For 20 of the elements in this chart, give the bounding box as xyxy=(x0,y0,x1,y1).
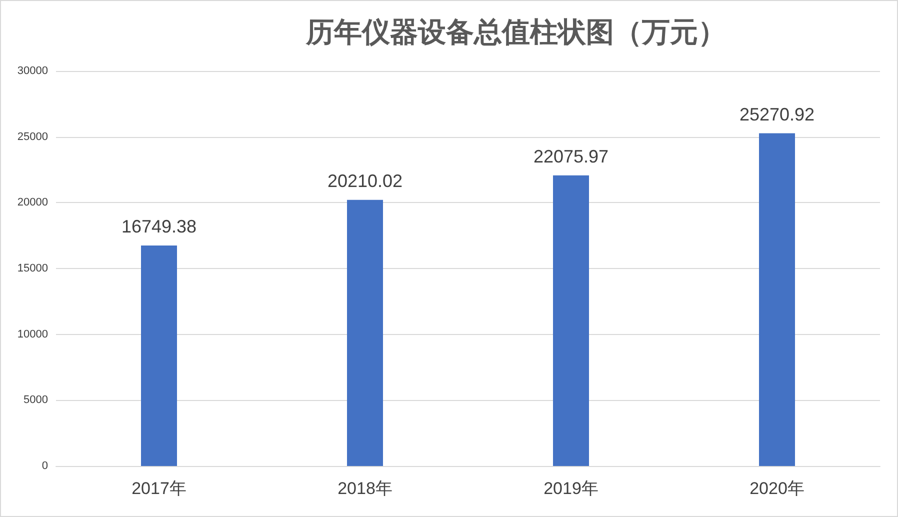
y-tick-label: 5000 xyxy=(24,394,48,406)
bar xyxy=(759,133,795,466)
y-tick-label: 30000 xyxy=(17,65,48,77)
data-label: 20210.02 xyxy=(327,170,403,191)
data-label: 22075.97 xyxy=(533,146,609,166)
data-label: 16749.38 xyxy=(121,216,197,236)
bar xyxy=(141,245,177,466)
y-tick-label: 25000 xyxy=(17,130,48,143)
y-tick-label: 15000 xyxy=(17,262,48,274)
x-tick-label: 2020年 xyxy=(750,479,804,498)
x-tick-label: 2018年 xyxy=(338,479,392,498)
bar xyxy=(553,175,589,466)
y-tick-label: 0 xyxy=(42,460,48,472)
y-tick-label: 20000 xyxy=(17,196,48,209)
chart-title: 历年仪器设备总值柱状图（万元） xyxy=(305,16,726,48)
x-tick-label: 2019年 xyxy=(544,479,598,498)
bar xyxy=(347,200,383,466)
y-tick-label: 10000 xyxy=(17,328,48,340)
data-label: 25270.92 xyxy=(739,104,815,124)
x-tick-label: 2017年 xyxy=(132,479,186,498)
